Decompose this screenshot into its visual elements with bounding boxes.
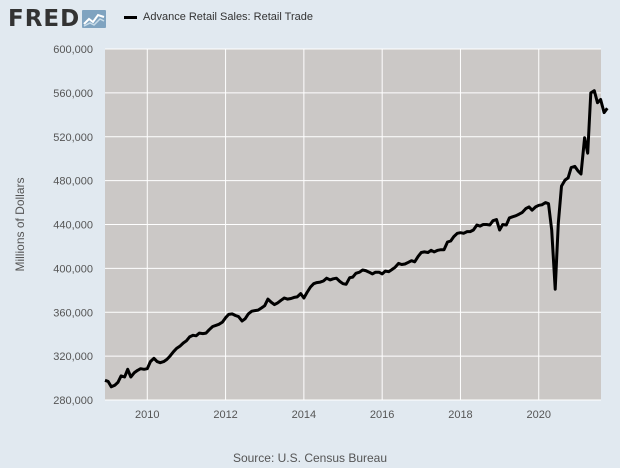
x-tick-label: 2012 <box>213 409 237 421</box>
y-axis-ticks: 280,000 320,000 360,000 400,000 440,000 480,0… <box>53 44 93 407</box>
y-tick-label: 600,000 <box>53 44 93 56</box>
legend-label: Advance Retail Sales: Retail Trade <box>143 11 313 23</box>
chart-legend: Advance Retail Sales: Retail Trade <box>124 11 313 23</box>
x-tick-label: 2010 <box>135 409 159 421</box>
x-tick-label: 2018 <box>448 409 472 421</box>
y-tick-label: 360,000 <box>53 307 93 319</box>
y-tick-label: 320,000 <box>53 351 93 363</box>
y-tick-label: 400,000 <box>53 263 93 275</box>
source-note: Source: U.S. Census Bureau <box>232 451 388 465</box>
x-tick-label: 2016 <box>370 409 394 421</box>
legend-swatch <box>124 15 137 19</box>
y-tick-label: 520,000 <box>53 132 93 144</box>
y-tick-label: 440,000 <box>53 220 93 232</box>
y-tick-label: 280,000 <box>53 395 93 407</box>
trend-line-icon <box>82 10 107 28</box>
x-axis-ticks: 2010 2012 2014 2016 2018 2020 <box>135 409 551 421</box>
y-axis-label: Millions of Dollars <box>13 177 27 271</box>
grid-lines <box>105 48 601 401</box>
y-tick-label: 480,000 <box>53 176 93 188</box>
y-tick-label: 560,000 <box>53 88 93 100</box>
series-lines <box>104 89 609 389</box>
series-line <box>104 89 609 389</box>
x-tick-label: 2014 <box>292 409 316 421</box>
x-tick-label: 2020 <box>527 409 551 421</box>
fred-logo[interactable]: FRED <box>8 6 107 32</box>
logo-text: FRED <box>8 6 81 32</box>
